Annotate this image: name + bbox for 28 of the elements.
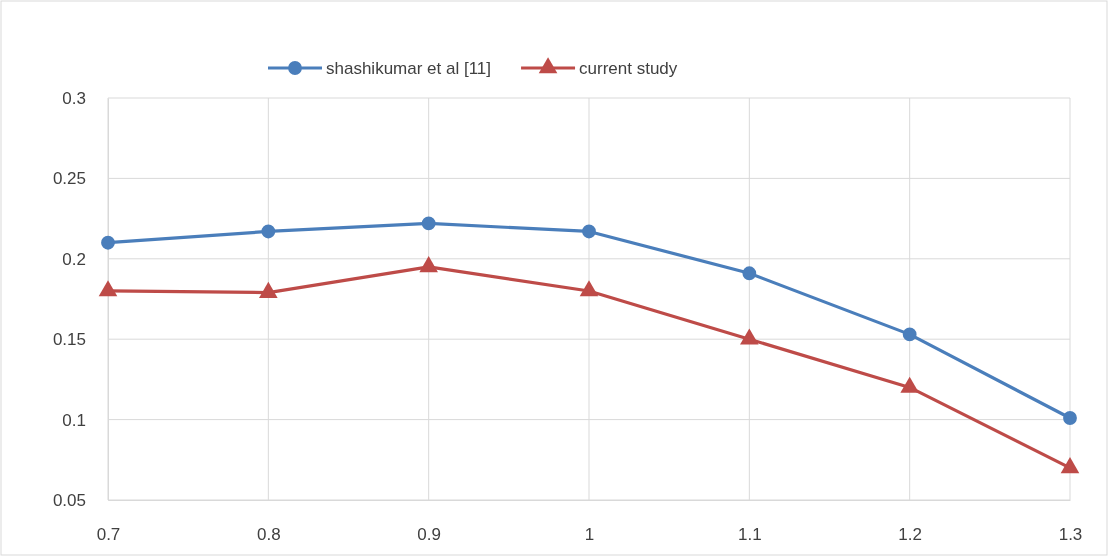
legend-label: shashikumar et al [11] <box>326 59 492 78</box>
point <box>742 266 757 281</box>
point <box>261 224 276 239</box>
y-tick-label: 0.2 <box>62 249 86 269</box>
point <box>740 328 759 345</box>
x-tick-label: 1.3 <box>1058 525 1083 545</box>
x-tick-label: 1.1 <box>738 525 762 545</box>
point <box>900 376 919 393</box>
x-tick-label: 0.8 <box>257 525 281 545</box>
point <box>902 327 917 342</box>
point <box>259 281 278 298</box>
point <box>421 216 436 231</box>
point <box>101 235 115 250</box>
point <box>579 280 599 297</box>
y-tick-label: 0.1 <box>62 410 86 430</box>
y-tick-label: 0.15 <box>52 330 86 350</box>
y-tick-label: 0.25 <box>52 169 86 189</box>
x-tick-label: 0.9 <box>417 525 441 545</box>
x-tick-label: 1 <box>584 525 595 545</box>
legend-label: current study <box>579 59 678 78</box>
y-tick-label: 0.05 <box>52 490 86 510</box>
x-tick-label: 0.7 <box>96 525 121 545</box>
point <box>419 256 438 273</box>
point <box>582 224 596 239</box>
y-tick-label: 0.3 <box>62 88 86 108</box>
x-tick-label: 1.2 <box>898 525 922 545</box>
point <box>98 280 118 297</box>
point <box>1060 457 1080 474</box>
